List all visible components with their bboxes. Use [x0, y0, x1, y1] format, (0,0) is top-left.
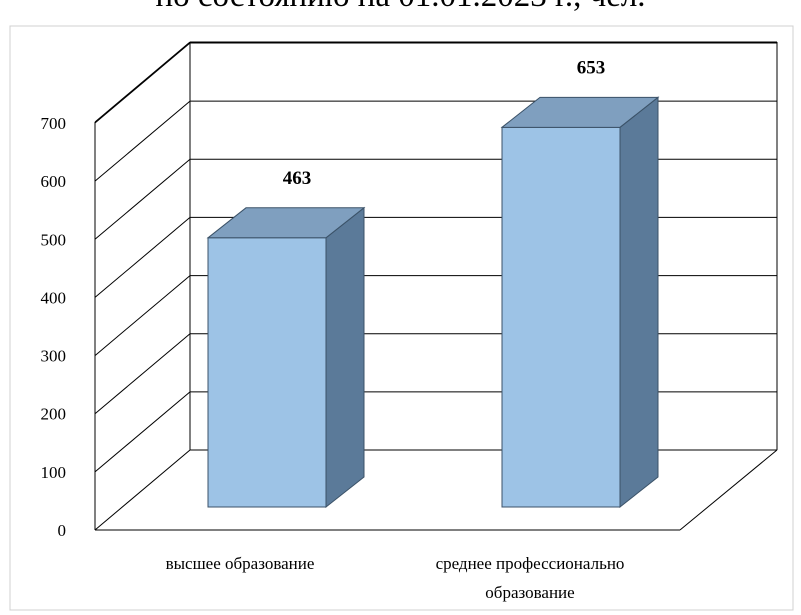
x-category-label: образование — [485, 583, 574, 602]
gridline-diagonal — [95, 159, 190, 239]
y-tick-label: 0 — [58, 521, 67, 540]
y-tick-label: 600 — [41, 172, 67, 191]
floor-right-edge — [680, 450, 777, 530]
data-label: 463 — [283, 168, 312, 189]
y-tick-label: 300 — [41, 347, 67, 366]
y-tick-label: 100 — [41, 463, 67, 482]
chart-border — [10, 26, 793, 610]
gridline-diagonal — [95, 217, 190, 297]
left-wall-top-edge — [95, 42, 190, 122]
gridline-diagonal — [95, 101, 190, 181]
x-category-label: среднее профессионально — [436, 554, 625, 573]
x-axis-categories: высшее образование среднее профессиональн… — [166, 554, 625, 602]
data-label: 653 — [577, 57, 606, 78]
gridlines — [95, 42, 777, 530]
gridline-diagonal — [95, 43, 190, 123]
bar-side — [326, 208, 364, 507]
bar-front — [208, 238, 326, 507]
gridline-diagonal — [95, 276, 190, 356]
x-category-label: высшее образование — [166, 554, 315, 573]
y-tick-label: 200 — [41, 405, 67, 424]
y-tick-label: 400 — [41, 288, 67, 307]
gridline-diagonal — [95, 450, 190, 530]
bar-front — [502, 127, 620, 507]
bar-side — [620, 97, 658, 507]
y-axis-ticks: 0 100 200 300 400 500 600 700 — [41, 114, 67, 540]
gridline-diagonal — [95, 392, 190, 472]
y-tick-label: 700 — [41, 114, 67, 133]
gridline-diagonal — [95, 334, 190, 414]
bars — [208, 97, 658, 507]
y-tick-label: 500 — [41, 230, 67, 249]
